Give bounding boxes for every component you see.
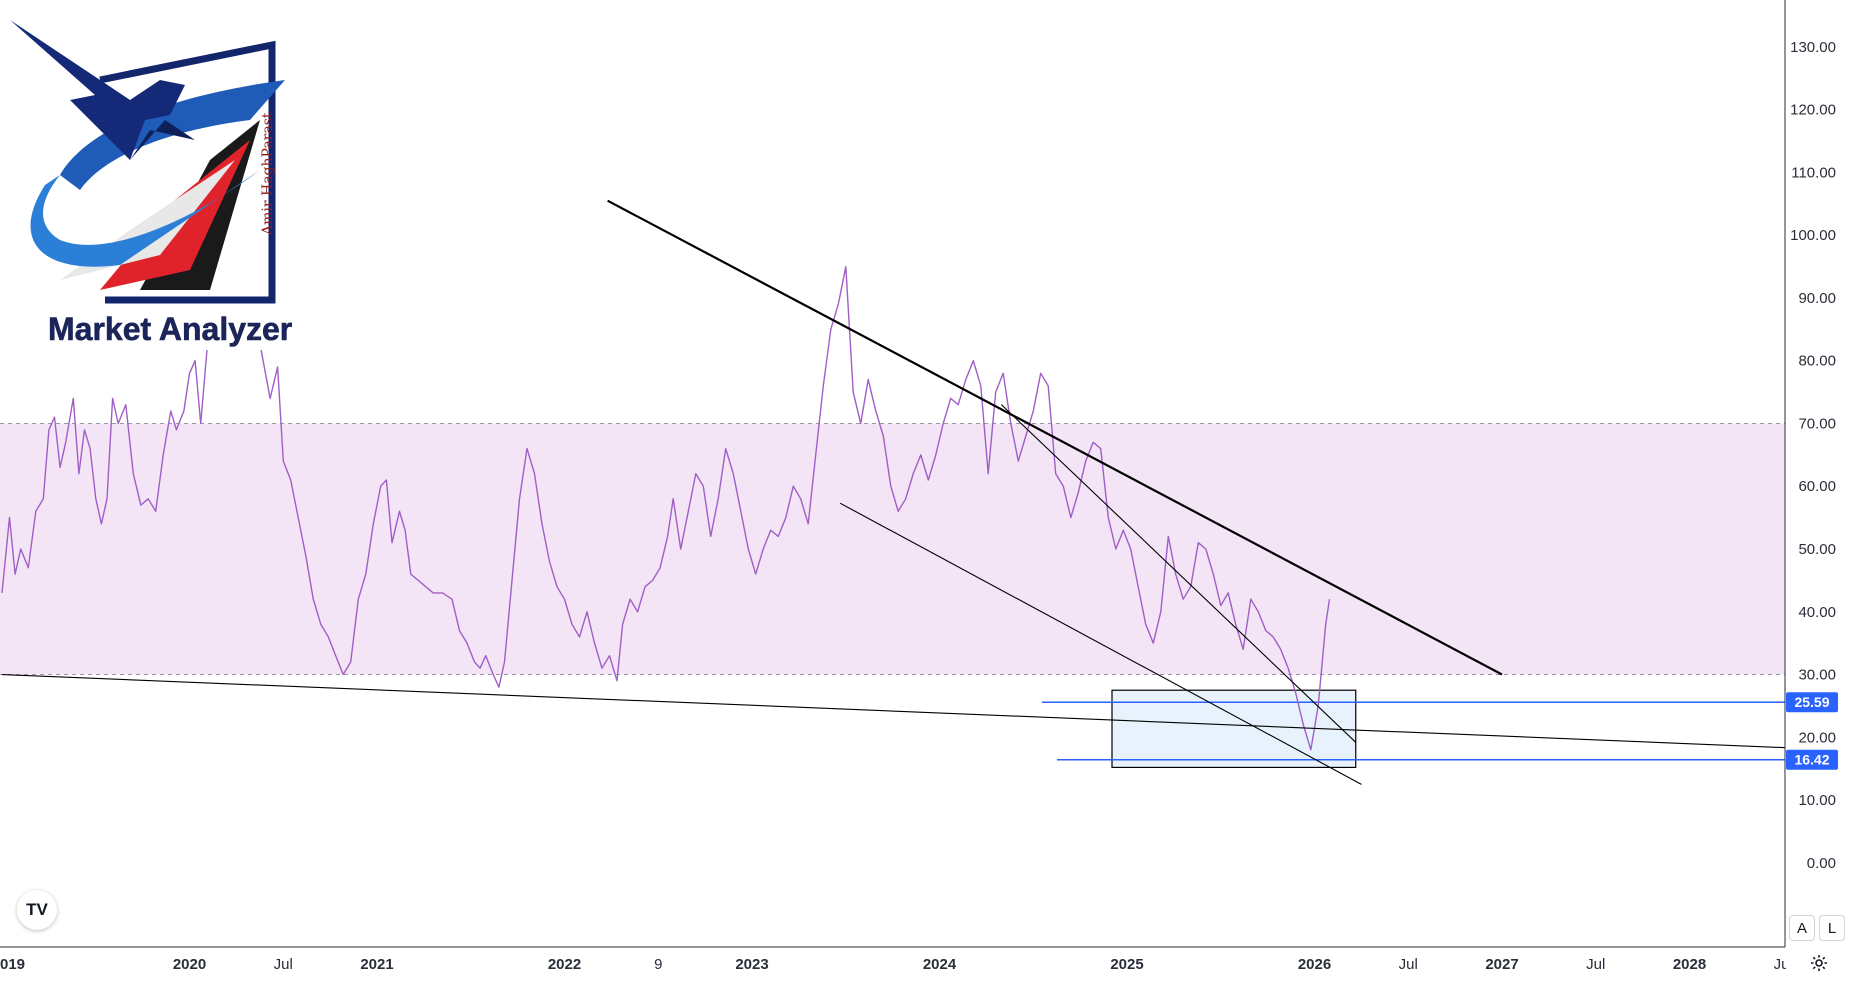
price-badge-label: 25.59 (1794, 694, 1829, 710)
y-tick-label: 50.00 (1798, 541, 1836, 558)
x-tick-label: 2024 (923, 956, 957, 973)
y-tick-label: 90.00 (1798, 290, 1836, 307)
x-tick-label: 019 (0, 956, 25, 973)
y-tick-label: 130.00 (1790, 39, 1836, 56)
x-tick-label: Jul (274, 956, 293, 973)
trendline (1, 673, 1793, 749)
y-tick-label: 110.00 (1791, 164, 1836, 181)
log-scale-button[interactable]: L (1819, 915, 1845, 941)
x-tick-label: Jul (1399, 956, 1418, 973)
y-tick-label: 10.00 (1798, 792, 1836, 809)
y-tick-label: 80.00 (1798, 353, 1836, 370)
x-tick-label: 9 (654, 956, 662, 973)
y-tick-label: 100.00 (1790, 227, 1836, 244)
x-tick-label: 2023 (735, 956, 768, 973)
y-tick-label: 120.00 (1790, 102, 1836, 119)
price-badge-label: 16.42 (1794, 752, 1829, 768)
x-tick-label: 2021 (360, 956, 393, 973)
y-tick-label: 0.00 (1807, 855, 1836, 872)
time-axis-background (0, 947, 1785, 990)
rsi-band (0, 422, 1785, 676)
brand-logo: Amir HaghParast Market Analyzer (0, 0, 300, 350)
y-tick-label: 60.00 (1798, 478, 1836, 495)
brand-name: Market Analyzer (48, 311, 292, 347)
x-tick-label: 2028 (1673, 956, 1706, 973)
rsi-series (1, 265, 1331, 751)
price-axis-background (1785, 0, 1850, 990)
x-tick-label: 2020 (173, 956, 206, 973)
price-badge (1786, 692, 1838, 713)
y-tick-label: 30.00 (1798, 667, 1836, 684)
y-tick-label: 70.00 (1798, 415, 1836, 432)
settings-button[interactable] (1806, 950, 1832, 976)
trendline (607, 199, 1503, 676)
trendlines (1, 199, 1793, 785)
rsi-band-fill (0, 423, 1785, 675)
x-tick-label: 2025 (1110, 956, 1143, 973)
gear-icon (1811, 955, 1827, 971)
x-tick-label: 2027 (1485, 956, 1518, 973)
y-tick-label: 40.00 (1798, 604, 1836, 621)
y-tick-label: 20.00 (1798, 729, 1836, 746)
time-axis[interactable]: 019 2020 Jul 2021 2022 9 2023 2024 2025 2026 Jul 20… (0, 946, 1850, 990)
auto-scale-label: A (1796, 919, 1807, 937)
brand-signature: Amir HaghParast (260, 112, 276, 236)
log-scale-label: L (1827, 919, 1837, 937)
trendline (1000, 404, 1357, 743)
auto-scale-button[interactable]: A (1789, 915, 1815, 941)
trendline (839, 502, 1362, 785)
rsi-line (1, 265, 1331, 751)
price-axis[interactable]: 130.00 120.00 110.00 100.00 90.00 80.00 70.00 6… (1784, 0, 1850, 990)
x-tick-label: 2022 (548, 956, 581, 973)
x-tick-label: Jul (1586, 956, 1605, 973)
tradingview-logo-button[interactable]: TV (17, 890, 57, 930)
price-badges: 25.59 16.42 (1786, 692, 1838, 770)
price-badge (1786, 749, 1838, 770)
tradingview-logo-icon: TV (26, 900, 48, 919)
x-tick-label: 2026 (1298, 956, 1331, 973)
